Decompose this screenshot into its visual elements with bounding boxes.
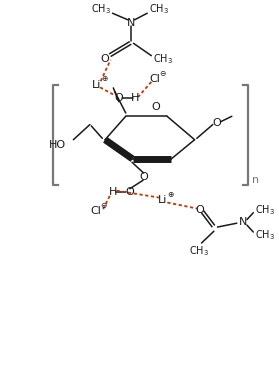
Text: H: H bbox=[131, 93, 140, 103]
Text: Cl: Cl bbox=[90, 206, 101, 216]
Text: $\mathregular{CH_3}$: $\mathregular{CH_3}$ bbox=[91, 2, 111, 16]
Text: O: O bbox=[100, 54, 109, 64]
Text: ⊖: ⊖ bbox=[159, 68, 165, 77]
Text: Li: Li bbox=[92, 80, 102, 89]
Text: $\mathregular{CH_3}$: $\mathregular{CH_3}$ bbox=[255, 228, 275, 242]
Text: ⊕: ⊕ bbox=[167, 190, 174, 199]
Text: O: O bbox=[139, 172, 148, 182]
Text: Cl: Cl bbox=[149, 74, 160, 84]
Text: N: N bbox=[127, 18, 135, 27]
Text: O: O bbox=[152, 102, 160, 112]
Text: O: O bbox=[114, 93, 123, 103]
Text: ⊖: ⊖ bbox=[100, 201, 106, 210]
Text: O: O bbox=[212, 118, 221, 128]
Text: H: H bbox=[109, 187, 117, 197]
Text: Li: Li bbox=[158, 195, 168, 205]
Text: O: O bbox=[126, 187, 134, 197]
Text: HO: HO bbox=[49, 140, 66, 150]
Text: $\mathregular{CH_3}$: $\mathregular{CH_3}$ bbox=[255, 203, 275, 217]
Text: $\mathregular{CH_3}$: $\mathregular{CH_3}$ bbox=[189, 244, 209, 258]
Text: $\mathregular{CH_3}$: $\mathregular{CH_3}$ bbox=[149, 2, 169, 16]
Text: $\mathregular{CH_3}$: $\mathregular{CH_3}$ bbox=[153, 52, 173, 66]
Text: O: O bbox=[196, 205, 205, 215]
Text: N: N bbox=[239, 217, 247, 227]
Text: n: n bbox=[252, 175, 259, 185]
Text: ⊕: ⊕ bbox=[101, 74, 108, 83]
